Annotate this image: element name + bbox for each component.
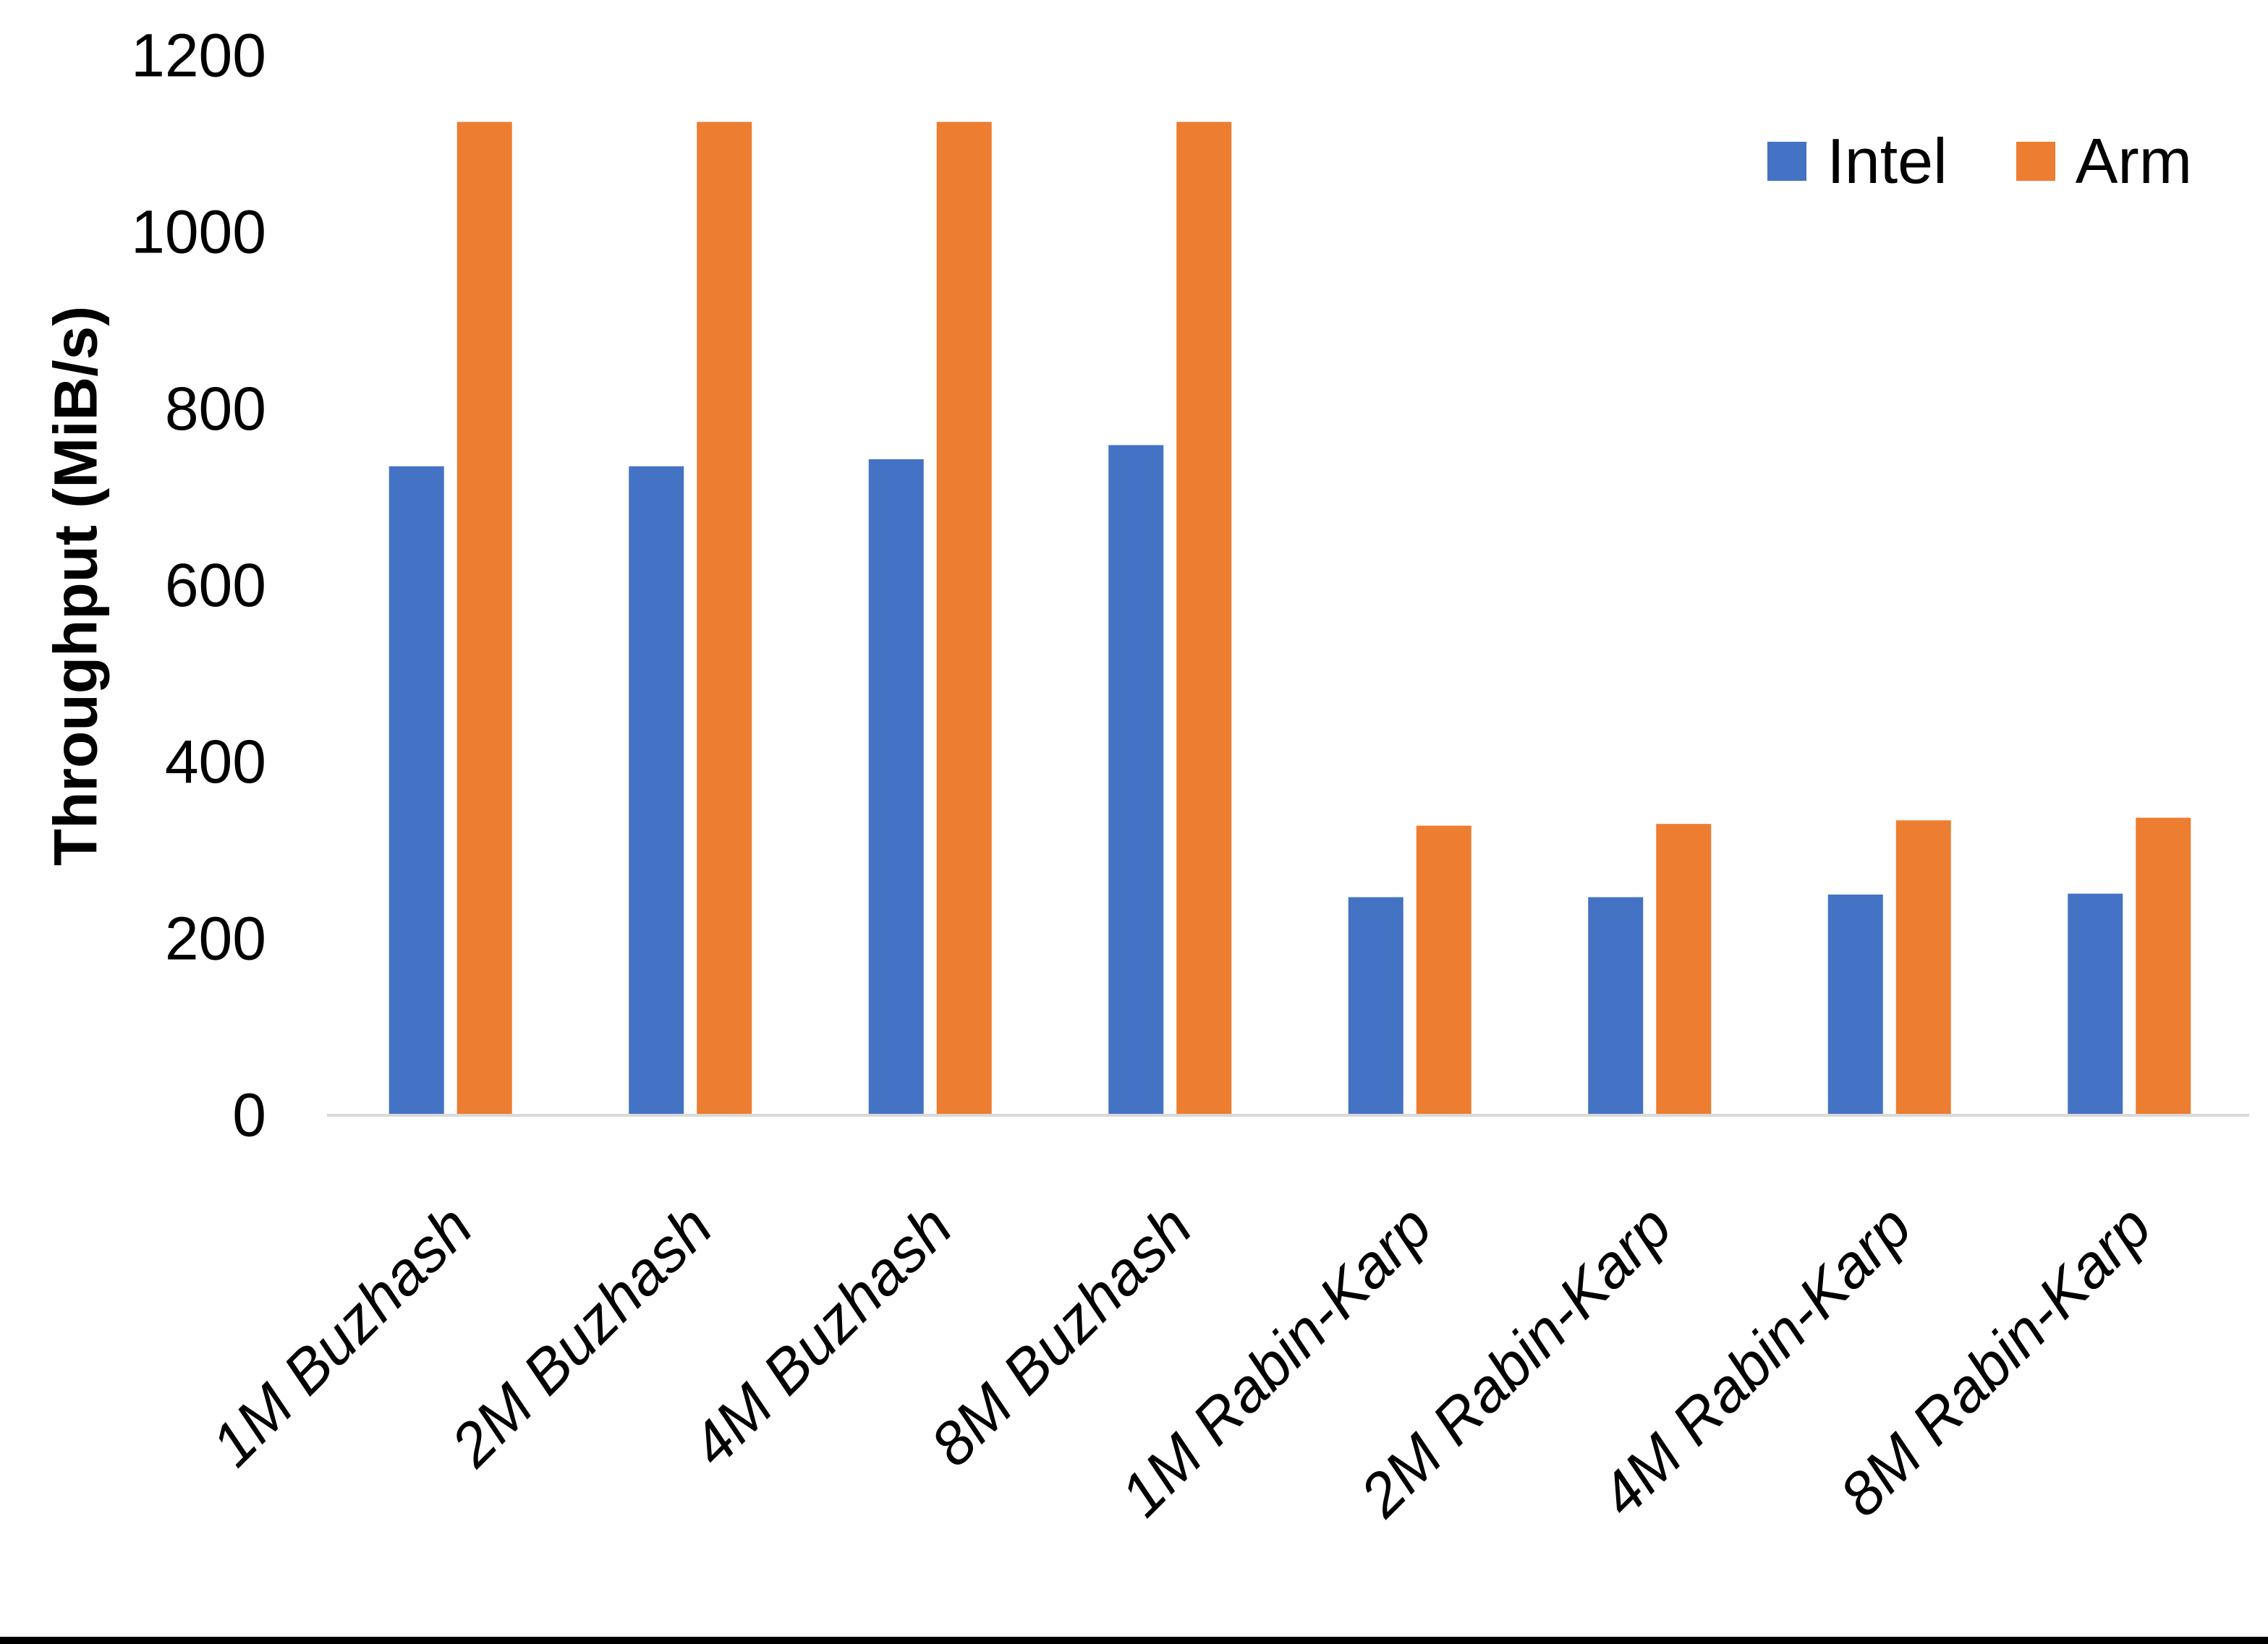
legend-label-intel: Intel: [1827, 125, 1948, 197]
intel-series-swatch-icon: [1767, 142, 1807, 181]
bar-intel-8m-rabin-karp: [2068, 893, 2123, 1115]
chart-legend: Intel Arm: [1767, 124, 2192, 198]
y-tick-label-600: 600: [165, 551, 266, 619]
bar-intel-2m-rabin-karp: [1588, 897, 1644, 1115]
bar-intel-4m-buzhash: [868, 459, 924, 1115]
bar-arm-8m-rabin-karp: [2136, 817, 2191, 1115]
bar-intel-1m-buzhash: [388, 466, 444, 1115]
y-axis-title: Throughput (MiB/s): [41, 305, 110, 866]
bar-arm-2m-buzhash: [697, 122, 752, 1115]
bar-arm-4m-rabin-karp: [1895, 820, 1951, 1115]
arm-series-swatch-icon: [2016, 142, 2055, 181]
x-category-label-2m-buzhash: 2M Buzhash: [438, 1192, 725, 1479]
bar-arm-2m-rabin-karp: [1656, 824, 1712, 1115]
bar-arm-1m-rabin-karp: [1416, 825, 1471, 1115]
bar-arm-4m-buzhash: [936, 122, 992, 1115]
bar-intel-2m-buzhash: [629, 466, 684, 1115]
bar-intel-8m-buzhash: [1108, 445, 1164, 1115]
y-tick-label-1200: 1200: [131, 22, 266, 90]
bar-arm-1m-buzhash: [456, 122, 512, 1115]
y-tick-label-1000: 1000: [131, 198, 266, 266]
legend-item-intel: Intel: [1767, 124, 1948, 198]
y-tick-label-0: 0: [232, 1081, 266, 1149]
y-tick-label-200: 200: [165, 904, 266, 972]
bar-intel-4m-rabin-karp: [1827, 894, 1883, 1115]
y-tick-label-400: 400: [165, 728, 266, 796]
y-tick-label-800: 800: [165, 375, 266, 443]
bar-intel-1m-rabin-karp: [1348, 897, 1403, 1115]
legend-label-arm: Arm: [2075, 125, 2192, 197]
bar-arm-8m-buzhash: [1176, 122, 1232, 1115]
legend-item-arm: Arm: [2016, 124, 2192, 198]
bottom-border-bar: [0, 1637, 2268, 1644]
